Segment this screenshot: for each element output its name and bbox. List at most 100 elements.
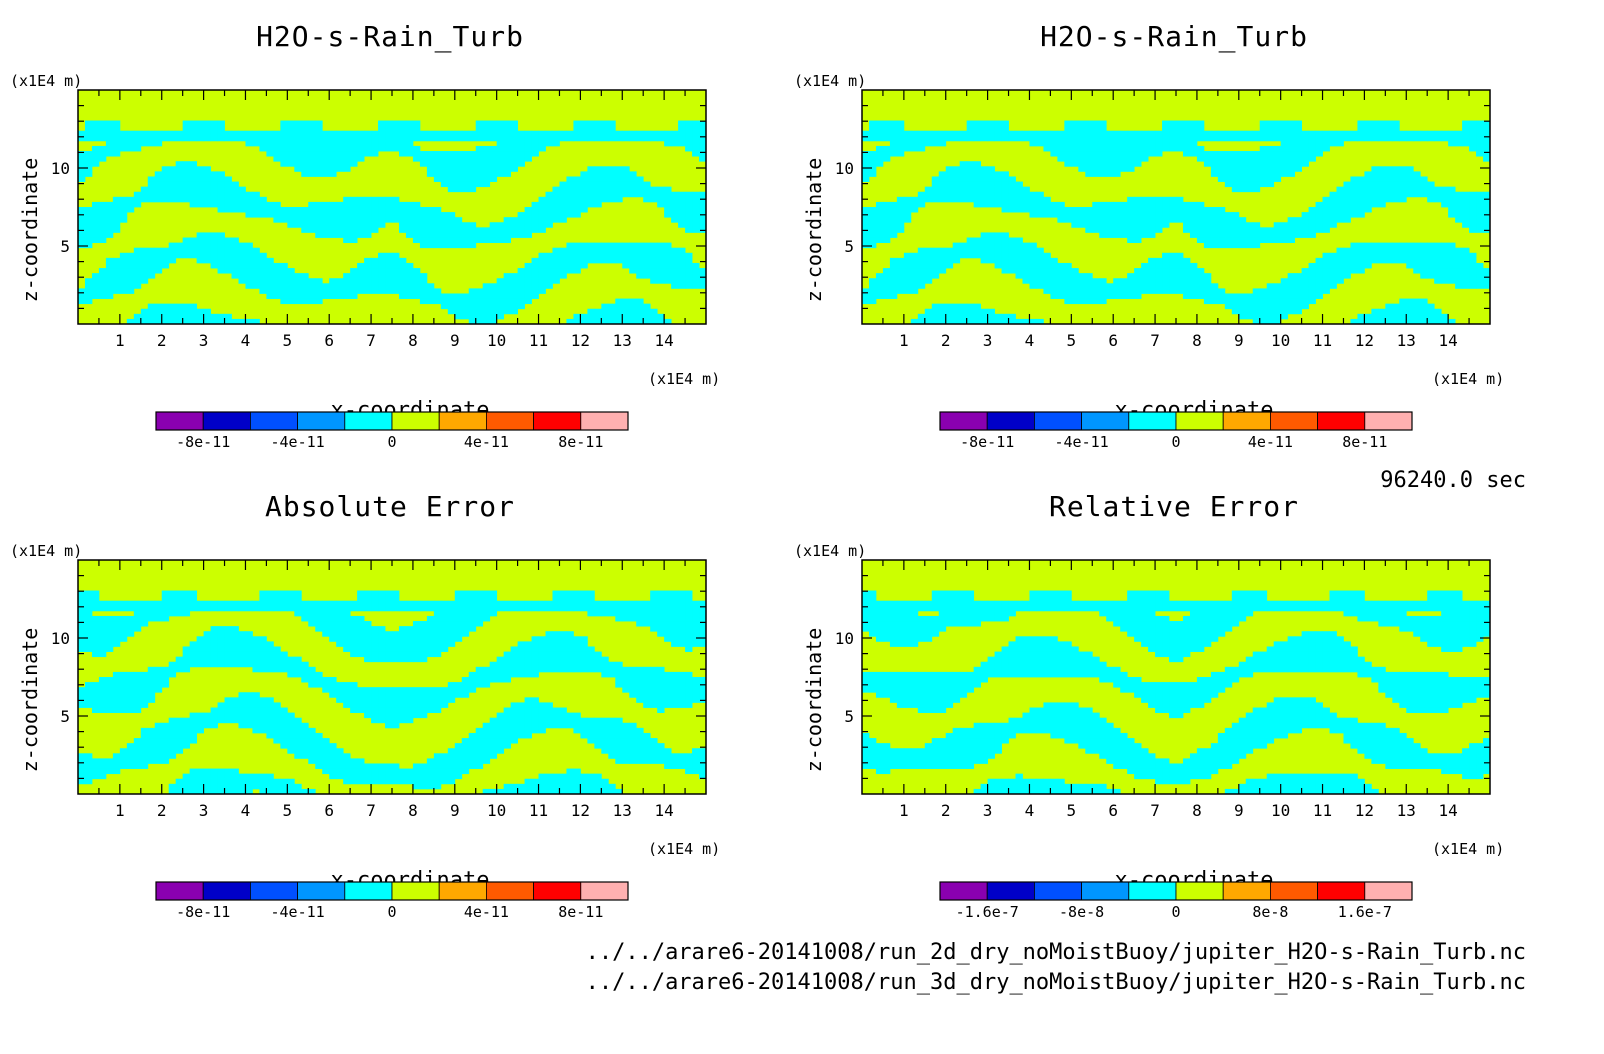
field-cell — [1001, 120, 1009, 127]
field-cell — [154, 252, 163, 259]
field-cell — [594, 191, 602, 198]
field-cell — [503, 707, 512, 714]
field-cell — [1245, 308, 1254, 315]
field-cell — [140, 738, 149, 744]
field-cell — [945, 257, 954, 264]
field-cell — [566, 262, 574, 269]
field-cell — [1203, 151, 1212, 157]
field-cell — [1050, 212, 1058, 218]
field-cell — [952, 176, 961, 182]
field-cell — [1134, 135, 1142, 142]
field-cell — [98, 212, 107, 218]
field-cell — [503, 783, 512, 790]
field-cell — [1273, 120, 1282, 127]
field-cell — [1071, 140, 1079, 147]
field-cell — [1015, 201, 1023, 208]
field-cell — [552, 252, 560, 259]
field-cell — [210, 641, 218, 647]
field-cell — [896, 201, 905, 208]
field-cell — [1189, 125, 1198, 132]
field-cell — [931, 247, 940, 254]
field-cell — [959, 247, 968, 254]
field-cell — [1064, 130, 1072, 137]
field-cell — [608, 318, 616, 325]
field-cell — [664, 318, 672, 325]
field-cell — [154, 605, 163, 612]
field-cell — [622, 186, 630, 193]
field-cell — [315, 763, 323, 769]
field-cell — [1050, 145, 1058, 152]
field-cell — [1217, 171, 1226, 177]
field-cell — [433, 753, 442, 759]
field-cell — [517, 722, 525, 729]
field-cell — [287, 732, 295, 739]
field-cell — [1120, 227, 1128, 233]
field-cell — [1350, 262, 1358, 269]
field-cell — [580, 207, 588, 213]
field-cell — [78, 631, 86, 637]
field-cell — [1336, 252, 1344, 259]
field-cell — [245, 268, 253, 274]
field-cell — [461, 605, 470, 612]
field-cell — [1455, 212, 1463, 218]
field-cell — [559, 268, 567, 274]
field-cell — [433, 687, 442, 693]
field-cell — [1301, 145, 1309, 152]
field-cell — [315, 207, 323, 213]
field-cell — [217, 171, 225, 177]
field-cell — [1057, 273, 1065, 279]
field-cell — [1371, 181, 1379, 188]
field-cell — [1476, 135, 1484, 142]
field-cell — [412, 232, 421, 238]
field-cell — [91, 227, 100, 233]
field-cell — [224, 626, 232, 632]
field-cell — [503, 288, 512, 294]
field-cell — [440, 298, 449, 305]
field-cell — [1189, 268, 1198, 274]
field-cell — [889, 217, 898, 223]
field-cell — [1189, 212, 1198, 218]
field-cell — [392, 717, 400, 724]
field-cell — [931, 191, 940, 198]
field-cell — [650, 268, 658, 274]
field-cell — [182, 773, 191, 780]
field-cell — [315, 145, 323, 152]
field-cell — [385, 140, 393, 147]
field-cell — [161, 758, 170, 764]
field-cell — [1092, 227, 1100, 233]
field-cell — [385, 268, 393, 274]
field-cell — [475, 232, 484, 238]
field-cell — [1308, 151, 1316, 157]
field-cell — [636, 176, 644, 182]
field-cell — [224, 130, 232, 137]
field-cell — [364, 227, 372, 233]
field-cell — [266, 666, 274, 673]
field-cell — [119, 615, 128, 622]
field-cell — [1224, 171, 1233, 177]
field-cell — [1064, 273, 1072, 279]
field-cell — [140, 621, 149, 627]
field-cell — [343, 621, 351, 627]
field-cell — [454, 626, 463, 632]
x-tick-label: 9 — [1234, 331, 1244, 350]
field-cell — [140, 140, 149, 147]
field-cell — [896, 130, 905, 137]
field-cell — [692, 130, 700, 137]
field-cell — [245, 247, 253, 254]
field-cell — [329, 278, 337, 284]
field-cell — [580, 171, 588, 177]
field-cell — [1329, 201, 1337, 208]
field-cell — [1036, 273, 1044, 279]
field-cell — [531, 212, 539, 218]
field-cell — [1357, 252, 1365, 259]
field-cell — [224, 788, 232, 795]
field-cell — [1162, 222, 1170, 228]
field-cell — [475, 313, 484, 320]
field-cell — [517, 283, 525, 289]
x-tick-label: 14 — [655, 331, 674, 350]
field-cell — [224, 773, 232, 780]
field-cell — [231, 191, 239, 198]
field-cell — [350, 778, 358, 785]
field-cell — [615, 298, 623, 305]
field-cell — [1029, 207, 1037, 213]
